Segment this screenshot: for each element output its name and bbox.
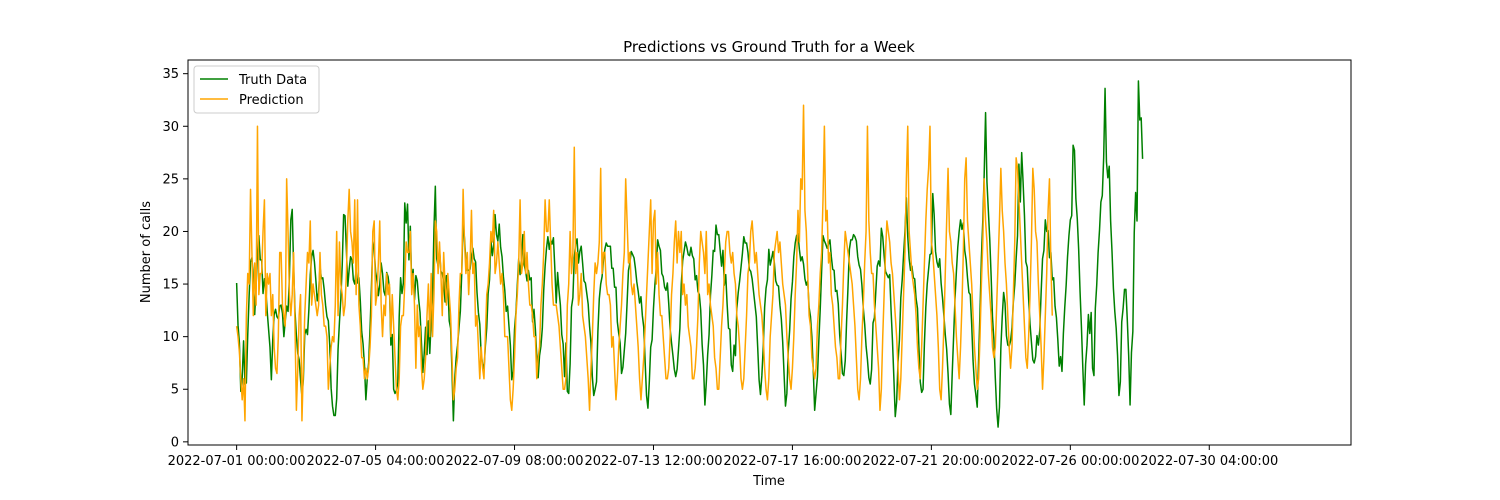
y-tick-label: 5 — [171, 383, 179, 398]
y-tick-label: 10 — [162, 330, 179, 345]
x-tick-label: 2022-07-09 08:00:00 — [445, 454, 583, 469]
series-line-prediction — [235, 104, 1054, 422]
x-tick-label: 2022-07-01 00:00:00 — [168, 454, 306, 469]
x-tick-label: 2022-07-30 04:00:00 — [1140, 454, 1278, 469]
x-tick-label: 2022-07-26 00:00:00 — [1001, 454, 1139, 469]
x-tick-label: 2022-07-13 12:00:00 — [584, 454, 722, 469]
x-tick-label: 2022-07-05 04:00:00 — [307, 454, 445, 469]
chart-title: Predictions vs Ground Truth for a Week — [623, 38, 915, 56]
y-tick-label: 15 — [162, 278, 179, 293]
y-tick-label: 30 — [162, 120, 179, 135]
legend-label-prediction: Prediction — [239, 93, 304, 108]
series-layer — [235, 80, 1144, 428]
x-tick-label: 2022-07-17 16:00:00 — [723, 454, 861, 469]
x-axis: 2022-07-01 00:00:00 2022-07-05 04:00:00 20… — [168, 445, 1278, 469]
y-axis-label: Number of calls — [139, 201, 154, 303]
x-tick-label: 2022-07-21 20:00:00 — [862, 454, 1000, 469]
y-axis: 0 5 10 15 20 25 30 35 — [162, 67, 188, 450]
y-tick-label: 25 — [162, 172, 179, 187]
x-axis-label: Time — [752, 474, 785, 489]
plot-frame — [187, 59, 1352, 446]
y-tick-label: 0 — [171, 435, 179, 450]
legend: Truth Data Prediction — [193, 65, 320, 114]
legend-box — [193, 65, 320, 114]
series-line-truth-data — [235, 80, 1144, 428]
legend-label-truth-data: Truth Data — [238, 73, 307, 88]
plot-area — [187, 59, 1352, 446]
y-tick-label: 20 — [162, 225, 179, 240]
y-tick-label: 35 — [162, 67, 179, 82]
